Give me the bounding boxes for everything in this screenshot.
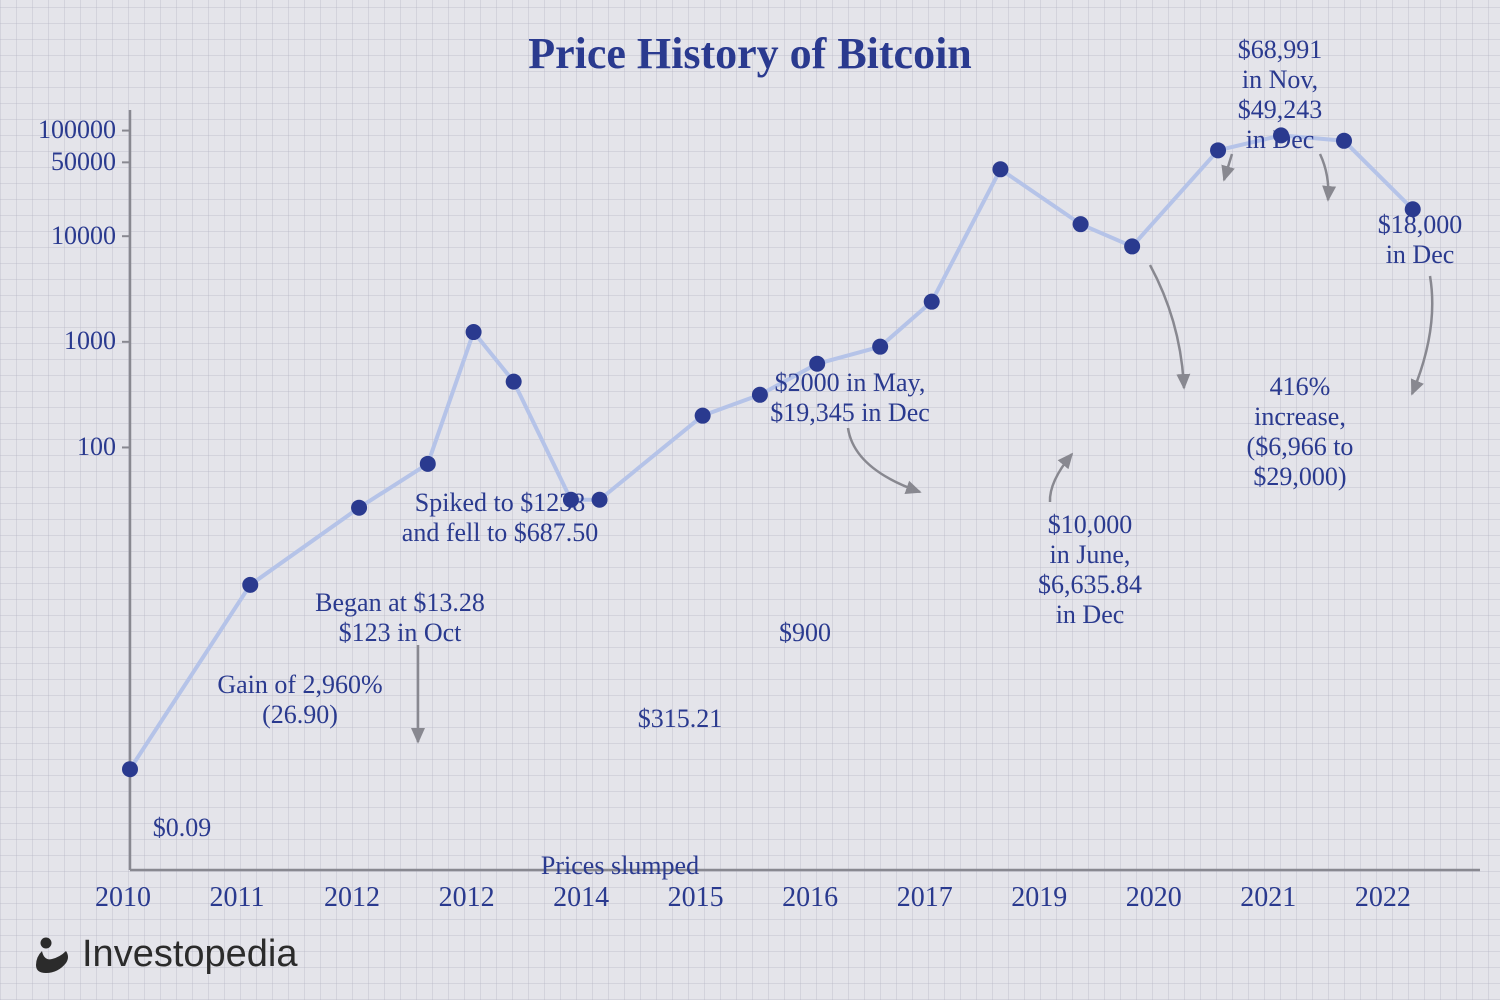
- x-tick-label: 2015: [668, 882, 724, 914]
- attribution: Investopedia: [32, 933, 298, 976]
- x-tick-label: 2019: [1011, 882, 1067, 914]
- y-tick-label: 50000: [51, 147, 116, 177]
- y-tick-label: 10000: [51, 221, 116, 251]
- x-tick-label: 2021: [1240, 882, 1296, 914]
- chart-annotation: 416% increase, ($6,966 to $29,000): [1247, 372, 1354, 492]
- chart-annotation: Began at $13.28 $123 in Oct: [315, 588, 485, 648]
- chart-annotation: $315.21: [638, 704, 723, 734]
- x-tick-label: 2022: [1355, 882, 1411, 914]
- chart-annotation: $2000 in May, $19,345 in Dec: [770, 368, 930, 428]
- chart-annotation: $10,000 in June, $6,635.84 in Dec: [1038, 510, 1142, 630]
- x-tick-label: 2011: [210, 882, 265, 914]
- x-tick-label: 2020: [1126, 882, 1182, 914]
- chart-annotation: $18,000 in Dec: [1378, 210, 1463, 270]
- chart-annotation: $900: [779, 618, 831, 648]
- attribution-text: Investopedia: [82, 933, 298, 976]
- x-tick-label: 2016: [782, 882, 838, 914]
- chart-annotation: Prices slumped: [541, 851, 699, 881]
- chart-annotation: Gain of 2,960% (26.90): [217, 670, 382, 730]
- chart-annotation: Spiked to $1238 and fell to $687.50: [402, 488, 598, 548]
- x-tick-label: 2012: [439, 882, 495, 914]
- x-tick-label: 2017: [897, 882, 953, 914]
- x-tick-label: 2014: [553, 882, 609, 914]
- y-tick-label: 1000: [64, 326, 116, 356]
- chart-annotation: $68,991 in Nov, $49,243 in Dec: [1238, 35, 1323, 155]
- y-tick-label: 100000: [38, 115, 116, 145]
- chart-annotation: $0.09: [153, 813, 212, 843]
- y-tick-label: 100: [77, 432, 116, 462]
- x-tick-label: 2010: [95, 882, 151, 914]
- x-tick-label: 2012: [324, 882, 380, 914]
- investopedia-icon: [32, 935, 72, 975]
